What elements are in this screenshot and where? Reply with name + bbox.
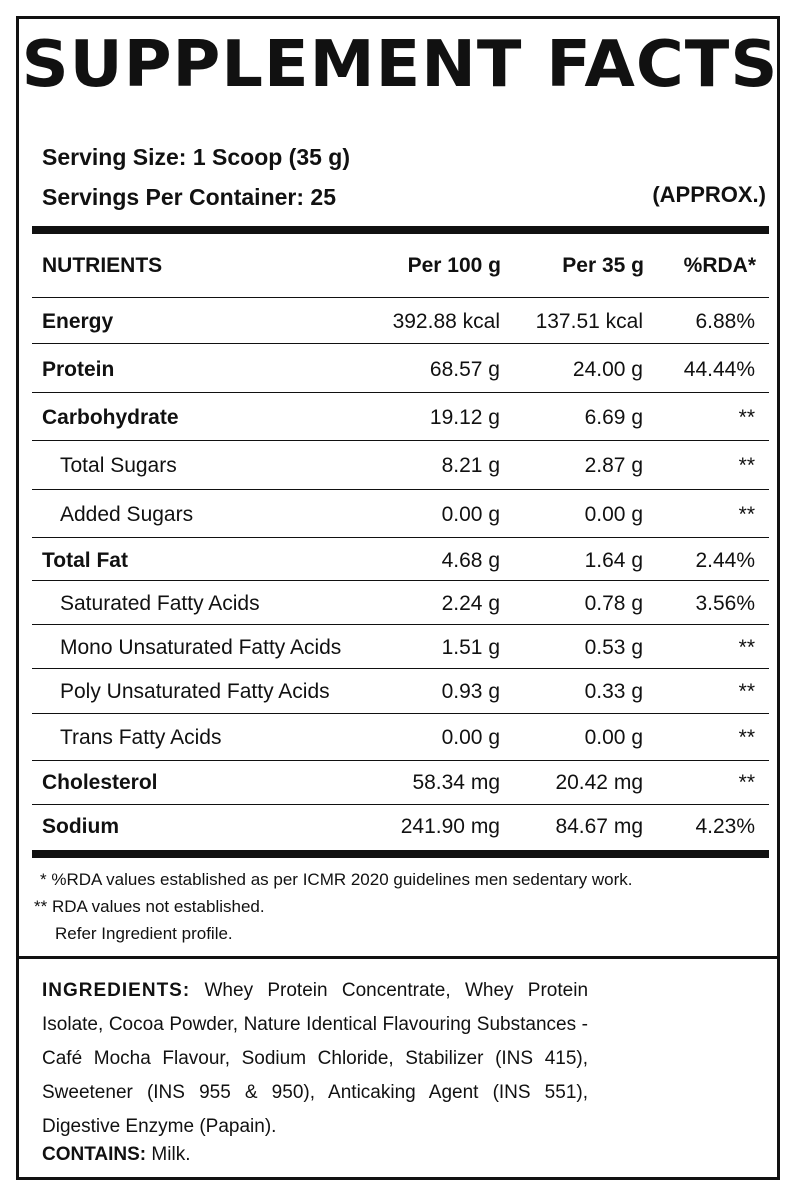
table-row: Energy 392.88 kcal 137.51 kcal 6.88% bbox=[32, 310, 769, 340]
serving-size: Serving Size: 1 Scoop (35 g) bbox=[42, 144, 351, 170]
row-divider bbox=[32, 804, 769, 805]
row-divider bbox=[32, 489, 769, 490]
table-row: Protein 68.57 g 24.00 g 44.44% bbox=[32, 358, 769, 388]
row-divider bbox=[32, 713, 769, 714]
value-per100: 0.00 g bbox=[441, 726, 500, 749]
contains-line: CONTAINS: Milk. bbox=[42, 1144, 190, 1166]
value-rda: ** bbox=[738, 406, 755, 429]
approx-note: (APPROX.) bbox=[652, 182, 766, 207]
value-per35: 24.00 g bbox=[572, 358, 643, 381]
nutrient-name: Mono Unsaturated Fatty Acids bbox=[60, 636, 342, 659]
value-rda: ** bbox=[738, 636, 755, 659]
value-per100: 58.34 mg bbox=[412, 771, 500, 794]
table-row: Saturated Fatty Acids 2.24 g 0.78 g 3.56% bbox=[32, 592, 769, 622]
row-divider bbox=[32, 580, 769, 581]
row-divider bbox=[32, 537, 769, 538]
ingredients-divider bbox=[19, 956, 777, 959]
value-per35: 1.64 g bbox=[584, 549, 643, 572]
value-per35: 84.67 mg bbox=[555, 815, 643, 838]
value-rda: 2.44% bbox=[695, 549, 755, 572]
value-per35: 20.42 mg bbox=[555, 771, 643, 794]
table-bottom-divider bbox=[32, 850, 769, 858]
value-per100: 2.24 g bbox=[441, 592, 500, 615]
top-divider bbox=[32, 226, 769, 234]
nutrient-name: Cholesterol bbox=[42, 771, 158, 794]
contains-text: Milk. bbox=[151, 1144, 191, 1165]
nutrient-name: Sodium bbox=[42, 815, 119, 838]
value-per100: 0.00 g bbox=[441, 503, 500, 526]
nutrient-name: Carbohydrate bbox=[42, 406, 179, 429]
value-rda: 3.56% bbox=[695, 592, 755, 615]
value-per100: 241.90 mg bbox=[400, 815, 500, 838]
value-per35: 0.00 g bbox=[584, 726, 643, 749]
table-row: Trans Fatty Acids 0.00 g 0.00 g ** bbox=[32, 726, 769, 756]
nutrient-name: Trans Fatty Acids bbox=[60, 726, 222, 749]
note-refer: Refer Ingredient profile. bbox=[55, 924, 233, 943]
value-per35: 0.78 g bbox=[584, 592, 643, 615]
row-divider bbox=[32, 624, 769, 625]
value-per100: 8.21 g bbox=[441, 454, 500, 477]
label-border bbox=[16, 16, 780, 1180]
value-per35: 0.33 g bbox=[584, 680, 643, 703]
ingredients-text: Whey Protein Concentrate, Whey Protein I… bbox=[42, 980, 589, 1137]
table-row: Total Sugars 8.21 g 2.87 g ** bbox=[32, 454, 769, 484]
row-divider bbox=[32, 440, 769, 441]
value-per100: 19.12 g bbox=[429, 406, 500, 429]
header-rda: %RDA* bbox=[683, 254, 756, 277]
header-nutrients: NUTRIENTS bbox=[42, 254, 163, 277]
header-per100: Per 100 g bbox=[407, 254, 501, 277]
value-per100: 392.88 kcal bbox=[392, 310, 500, 333]
nutrient-name: Protein bbox=[42, 358, 115, 381]
value-per35: 6.69 g bbox=[584, 406, 643, 429]
contains-label: CONTAINS: bbox=[42, 1144, 147, 1165]
value-per100: 0.93 g bbox=[441, 680, 500, 703]
table-row: Mono Unsaturated Fatty Acids 1.51 g 0.53 g… bbox=[32, 636, 769, 666]
table-row: Total Fat 4.68 g 1.64 g 2.44% bbox=[32, 549, 769, 579]
ingredients-label: INGREDIENTS: bbox=[42, 980, 191, 1001]
value-rda: 6.88% bbox=[695, 310, 755, 333]
nutrient-name: Saturated Fatty Acids bbox=[60, 592, 260, 615]
nutrient-name: Total Sugars bbox=[60, 454, 177, 477]
header-per35: Per 35 g bbox=[562, 254, 644, 277]
value-per35: 137.51 kcal bbox=[535, 310, 643, 333]
nutrient-name: Energy bbox=[42, 310, 114, 333]
row-divider bbox=[32, 760, 769, 761]
note-not-established: ** RDA values not established. bbox=[34, 897, 265, 916]
value-per35: 0.53 g bbox=[584, 636, 643, 659]
value-rda: 4.23% bbox=[695, 815, 755, 838]
value-rda: ** bbox=[738, 503, 755, 526]
value-per100: 68.57 g bbox=[429, 358, 500, 381]
table-row: Added Sugars 0.00 g 0.00 g ** bbox=[32, 503, 769, 533]
table-row: Carbohydrate 19.12 g 6.69 g ** bbox=[32, 406, 769, 436]
value-per100: 4.68 g bbox=[441, 549, 500, 572]
page-title: SUPPLEMENT FACTS bbox=[21, 28, 779, 102]
table-row: Cholesterol 58.34 mg 20.42 mg ** bbox=[32, 771, 769, 801]
table-row: Poly Unsaturated Fatty Acids 0.93 g 0.33 g… bbox=[32, 680, 769, 710]
value-rda: ** bbox=[738, 726, 755, 749]
value-rda: ** bbox=[738, 454, 755, 477]
nutrient-name: Added Sugars bbox=[60, 503, 194, 526]
value-per35: 2.87 g bbox=[584, 454, 643, 477]
nutrient-name: Poly Unsaturated Fatty Acids bbox=[60, 680, 330, 703]
ingredients-block: INGREDIENTS: Whey Protein Concentrate, W… bbox=[42, 974, 588, 1144]
value-rda: 44.44% bbox=[683, 358, 755, 381]
value-rda: ** bbox=[738, 680, 755, 703]
servings-per-container: Servings Per Container: 25 bbox=[42, 184, 336, 210]
table-row: Sodium 241.90 mg 84.67 mg 4.23% bbox=[32, 815, 769, 845]
header-divider bbox=[32, 297, 769, 298]
row-divider bbox=[32, 343, 769, 344]
row-divider bbox=[32, 392, 769, 393]
row-divider bbox=[32, 668, 769, 669]
value-per100: 1.51 g bbox=[441, 636, 500, 659]
value-rda: ** bbox=[738, 771, 755, 794]
value-per35: 0.00 g bbox=[584, 503, 643, 526]
note-rda: * %RDA values established as per ICMR 20… bbox=[40, 870, 633, 889]
nutrient-name: Total Fat bbox=[42, 549, 128, 572]
